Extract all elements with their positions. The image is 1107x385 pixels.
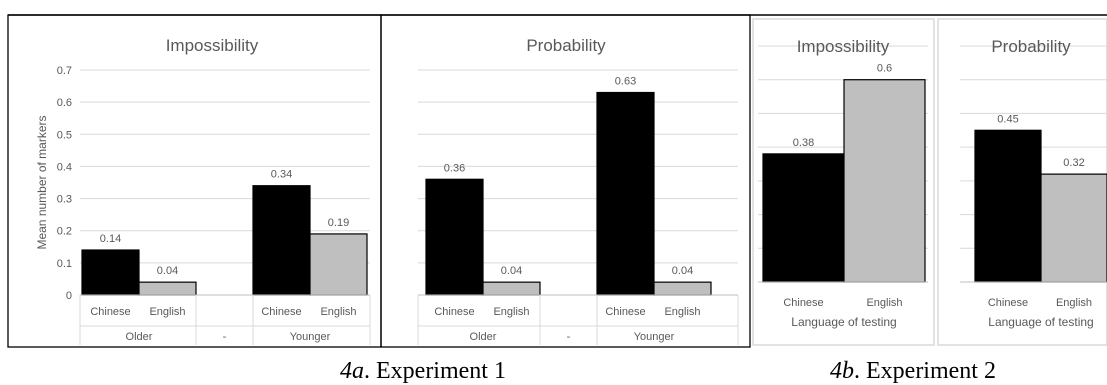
caption-experiment-2: 4b. Experiment 2	[830, 358, 996, 384]
chart1-data-label: 0.04	[157, 265, 178, 277]
chart2-data-label: 0.04	[501, 265, 522, 277]
charts-layer: 0 0.1 0.2 0.3 0.4 0.5 0.6 0.7 Mean number of mar…	[35, 36, 1107, 345]
chart1-group-label: -	[223, 331, 227, 343]
chart1-bar-english	[138, 281, 197, 296]
chart2-bar-english	[482, 281, 541, 296]
chart3-data-label: 0.6	[877, 63, 892, 75]
chart2-title: Probability	[526, 36, 606, 55]
chart1-ytick-label: 0.2	[57, 226, 72, 238]
chart4-category-label: English	[1056, 297, 1092, 309]
chart2-group-label: -	[567, 331, 571, 343]
chart4-title: Probability	[991, 37, 1071, 56]
chart1-ytick-label: 0	[66, 290, 72, 302]
chart1-group-label: Older	[126, 331, 153, 343]
chart4-category-label: Chinese	[988, 297, 1028, 309]
chart2-bar-english	[653, 281, 712, 296]
panel-frames	[7, 14, 1107, 348]
chart1-ytick-label: 0.1	[57, 258, 72, 270]
chart1-ytick-label: 0.4	[57, 161, 72, 173]
panel-exp2-impossibility-frame	[752, 18, 935, 346]
chart1-group-label: Younger	[290, 331, 331, 343]
caption-experiment-2-label: 4b	[830, 358, 854, 384]
chart1-data-label: 0.14	[100, 233, 121, 245]
caption-experiment-1-text: . Experiment 1	[364, 358, 506, 384]
chart4-data-label: 0.32	[1063, 157, 1084, 169]
chart1-bar-chinese	[252, 185, 311, 296]
chart2-group-label: Younger	[634, 331, 675, 343]
chart1-category-label: Chinese	[261, 306, 301, 318]
chart1-data-label: 0.19	[328, 217, 349, 229]
chart3-bar-english	[843, 79, 926, 283]
chart1-ytick-label: 0.5	[57, 129, 72, 141]
chart2-data-label: 0.63	[615, 76, 636, 88]
chart1-ytick-label: 0.6	[57, 97, 72, 109]
chart1-data-label: 0.34	[271, 169, 292, 181]
caption-experiment-1: 4a. Experiment 1	[340, 358, 506, 384]
chart1-category-label: English	[320, 306, 356, 318]
chart1-ylabel: Mean number of markers	[35, 115, 49, 249]
chart2-bar-chinese	[596, 91, 655, 296]
chart1-ytick-label: 0.3	[57, 194, 72, 206]
panel-exp2-probability-frame	[937, 18, 1107, 346]
chart3-data-label: 0.38	[793, 137, 814, 149]
chart2-category-label: English	[664, 306, 700, 318]
chart3-category-label: English	[866, 297, 902, 309]
chart4-bar-english	[1040, 173, 1107, 283]
chart2-category-label: English	[493, 306, 529, 318]
caption-experiment-2-text: . Experiment 2	[854, 358, 996, 384]
chart3-title: Impossibility	[797, 37, 890, 56]
panel-exp1-probability-frame	[380, 14, 751, 348]
chart2-bar-chinese	[425, 178, 484, 296]
chart3-category-label: Chinese	[783, 297, 823, 309]
chart2-category-label: Chinese	[434, 306, 474, 318]
chart2-group-label: Older	[470, 331, 497, 343]
chart1-category-label: Chinese	[90, 306, 130, 318]
chart4-bar-chinese	[974, 129, 1042, 283]
chart4-xlabel: Language of testing	[988, 315, 1093, 329]
chart1-ytick-label: 0.7	[57, 65, 72, 77]
caption-experiment-1-label: 4a	[340, 358, 364, 384]
chart2-data-label: 0.36	[444, 162, 465, 174]
chart1-bar-chinese	[81, 249, 140, 296]
chart1-bar-english	[309, 233, 368, 296]
chart2-data-label: 0.04	[672, 265, 693, 277]
chart3-xlabel: Language of testing	[791, 315, 896, 329]
chart2-category-label: Chinese	[605, 306, 645, 318]
chart1-title: Impossibility	[166, 36, 259, 55]
chart4-data-label: 0.45	[997, 113, 1018, 125]
chart3-bar-chinese	[762, 153, 845, 283]
chart1-category-label: English	[149, 306, 185, 318]
